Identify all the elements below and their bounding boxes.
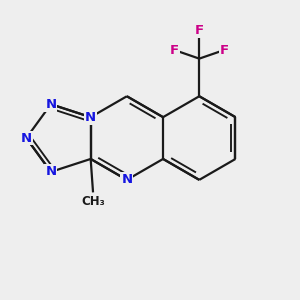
Text: F: F xyxy=(170,44,179,57)
Text: F: F xyxy=(195,24,204,37)
Text: F: F xyxy=(219,44,229,57)
Text: N: N xyxy=(85,111,96,124)
Text: N: N xyxy=(45,98,56,111)
Text: N: N xyxy=(45,165,56,178)
Text: CH₃: CH₃ xyxy=(81,195,105,208)
Text: N: N xyxy=(121,173,132,186)
Text: N: N xyxy=(21,132,32,145)
